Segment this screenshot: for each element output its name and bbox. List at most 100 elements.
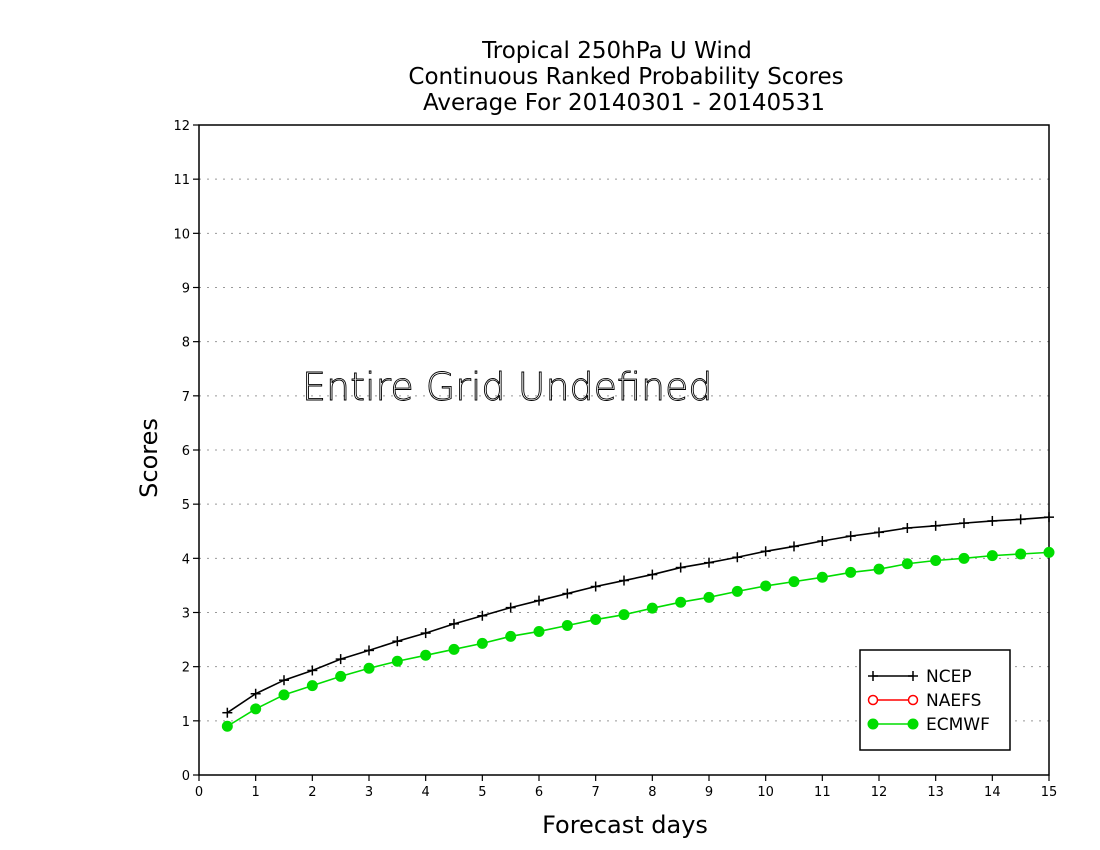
gridlines bbox=[199, 178, 1049, 722]
y-tick-label-8: 8 bbox=[182, 336, 190, 351]
data-point-ncep-23 bbox=[874, 527, 884, 538]
x-tick-label-6: 6 bbox=[535, 785, 543, 800]
data-point-ncep-6 bbox=[392, 636, 403, 647]
data-point-ncep-8 bbox=[449, 618, 459, 629]
x-tick-label-9: 9 bbox=[705, 785, 713, 800]
x-tick-label-0: 0 bbox=[195, 785, 203, 800]
title-line-3: Average For 20140301 - 20140531 bbox=[423, 90, 825, 116]
data-point-ecmwf-19 bbox=[760, 580, 772, 592]
data-point-ncep-7 bbox=[420, 628, 431, 639]
y-tick-label-9: 9 bbox=[182, 282, 190, 297]
data-point-ncep-10 bbox=[505, 602, 516, 613]
data-point-ncep-13 bbox=[590, 581, 601, 592]
x-axis-ticks: 0 1 2 3 4 5 6 7 8 9 10 11 12 13 14 15 bbox=[195, 775, 1057, 800]
data-point-ecmwf-27 bbox=[986, 550, 998, 562]
data-point-ncep-22 bbox=[845, 531, 856, 542]
data-point-ecmwf-6 bbox=[391, 655, 403, 667]
data-point-ecmwf-5 bbox=[363, 662, 375, 674]
data-point-ecmwf-11 bbox=[533, 625, 545, 637]
data-point-ncep-4 bbox=[335, 654, 346, 665]
data-point-ecmwf-29 bbox=[1043, 546, 1055, 558]
data-point-ncep-25 bbox=[930, 520, 941, 531]
y-tick-label-3: 3 bbox=[182, 607, 190, 622]
legend-label-ncep: NCEP bbox=[926, 667, 972, 687]
data-point-ncep-0 bbox=[222, 707, 233, 718]
x-tick-label-12: 12 bbox=[871, 785, 888, 800]
data-point-ecmwf-26 bbox=[958, 552, 970, 564]
annotation-text: Entire Grid Undefined bbox=[302, 365, 713, 409]
x-tick-label-3: 3 bbox=[365, 785, 373, 800]
x-tick-label-10: 10 bbox=[757, 785, 774, 800]
data-point-ecmwf-15 bbox=[646, 602, 658, 614]
legend-label-ecmwf: ECMWF bbox=[926, 715, 990, 735]
data-point-ecmwf-20 bbox=[788, 576, 800, 588]
data-point-ncep-2 bbox=[279, 675, 289, 686]
y-axis-label: Scores bbox=[135, 418, 163, 498]
x-tick-label-11: 11 bbox=[814, 785, 831, 800]
data-point-ecmwf-23 bbox=[873, 563, 885, 575]
data-point-ncep-21 bbox=[817, 536, 828, 546]
y-tick-label-0: 0 bbox=[182, 769, 190, 784]
x-tick-label-2: 2 bbox=[308, 785, 316, 800]
series-group bbox=[221, 512, 1055, 732]
series-ncep bbox=[222, 512, 1054, 718]
legend-marker-left-naefs bbox=[867, 694, 879, 706]
y-tick-label-5: 5 bbox=[182, 498, 190, 513]
x-tick-label-4: 4 bbox=[422, 785, 430, 800]
data-point-ncep-26 bbox=[959, 518, 969, 529]
data-point-ncep-1 bbox=[250, 688, 261, 699]
data-point-ecmwf-21 bbox=[816, 571, 828, 583]
legend: NCEP NAEFS ECMWF bbox=[859, 649, 1011, 751]
legend-marker-left-ncep bbox=[868, 671, 878, 681]
data-point-ecmwf-9 bbox=[476, 637, 488, 649]
data-point-ncep-3 bbox=[307, 665, 318, 676]
y-tick-label-4: 4 bbox=[182, 552, 190, 567]
data-point-ncep-17 bbox=[704, 557, 714, 568]
x-tick-label-15: 15 bbox=[1041, 785, 1058, 800]
legend-label-naefs: NAEFS bbox=[926, 691, 981, 711]
data-point-ncep-29 bbox=[1044, 512, 1054, 523]
data-point-ncep-19 bbox=[760, 546, 771, 557]
data-point-ecmwf-24 bbox=[901, 558, 913, 570]
data-point-ecmwf-16 bbox=[675, 596, 687, 608]
y-tick-label-12: 12 bbox=[173, 119, 190, 134]
data-point-ncep-20 bbox=[789, 541, 799, 552]
data-point-ecmwf-22 bbox=[845, 566, 857, 578]
y-tick-label-1: 1 bbox=[182, 715, 190, 730]
y-tick-label-11: 11 bbox=[173, 173, 190, 188]
legend-marker-right-ecmwf bbox=[907, 718, 919, 730]
legend-marker-right-naefs bbox=[907, 694, 919, 706]
x-tick-label-8: 8 bbox=[648, 785, 656, 800]
data-point-ecmwf-13 bbox=[590, 614, 602, 626]
title-line-2: Continuous Ranked Probability Scores bbox=[408, 64, 843, 90]
y-tick-label-6: 6 bbox=[182, 444, 190, 459]
data-point-ncep-18 bbox=[732, 552, 743, 563]
data-point-ecmwf-18 bbox=[731, 585, 743, 597]
data-point-ncep-9 bbox=[477, 610, 488, 621]
x-tick-label-5: 5 bbox=[478, 785, 486, 800]
data-point-ncep-16 bbox=[675, 562, 686, 573]
data-point-ncep-27 bbox=[987, 515, 998, 526]
x-tick-label-7: 7 bbox=[592, 785, 600, 800]
data-point-ncep-28 bbox=[1015, 514, 1026, 525]
data-point-ncep-24 bbox=[902, 523, 913, 533]
x-tick-label-14: 14 bbox=[984, 785, 1001, 800]
data-point-ecmwf-0 bbox=[221, 720, 233, 732]
data-point-ecmwf-7 bbox=[420, 649, 432, 661]
data-point-ecmwf-10 bbox=[505, 630, 517, 642]
y-tick-label-2: 2 bbox=[182, 661, 190, 676]
data-point-ecmwf-28 bbox=[1015, 548, 1027, 560]
data-point-ecmwf-1 bbox=[250, 703, 262, 715]
data-point-ncep-11 bbox=[534, 595, 544, 606]
series-ecmwf bbox=[221, 546, 1055, 732]
data-point-ecmwf-8 bbox=[448, 643, 460, 655]
data-point-ecmwf-12 bbox=[561, 620, 573, 631]
y-tick-label-10: 10 bbox=[173, 227, 190, 242]
data-point-ecmwf-17 bbox=[703, 591, 715, 603]
x-tick-label-1: 1 bbox=[252, 785, 260, 800]
data-point-ncep-12 bbox=[562, 588, 573, 599]
data-point-ecmwf-4 bbox=[335, 670, 347, 682]
data-point-ncep-15 bbox=[647, 569, 658, 580]
data-point-ncep-5 bbox=[364, 645, 374, 656]
